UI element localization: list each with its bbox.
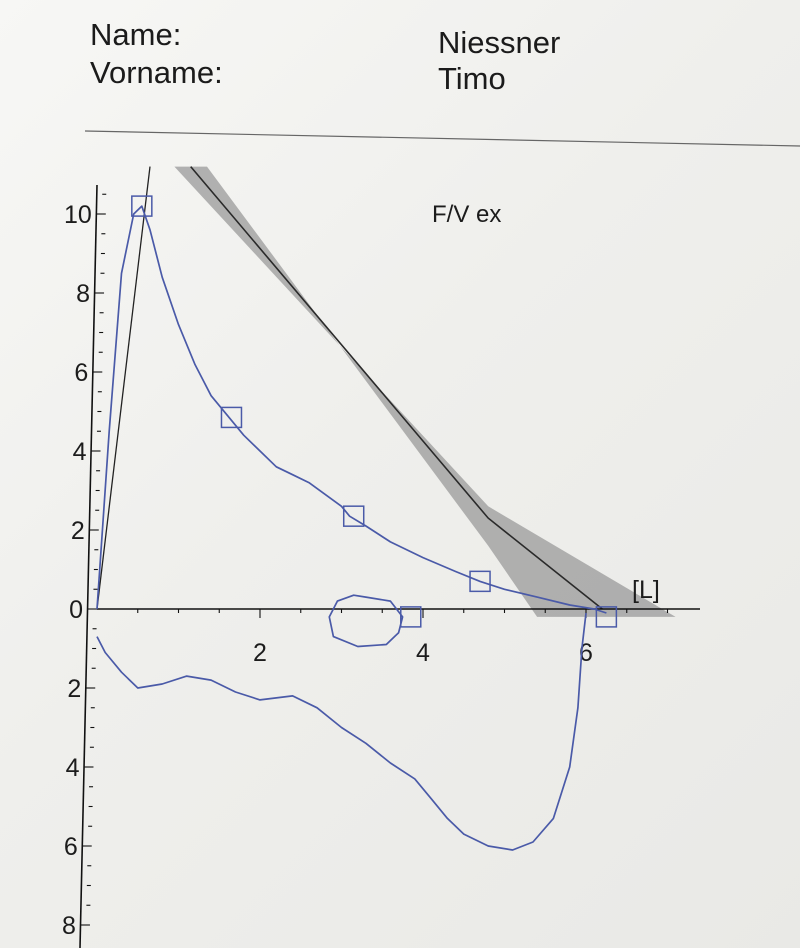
data-marker (220, 406, 243, 429)
y-tick-label: 4 (73, 438, 87, 466)
vorname-label: Vorname: (90, 55, 223, 90)
x-tick-label: 2 (253, 639, 267, 667)
inspiratory-curve (96, 612, 587, 851)
vorname-value: Timo (438, 61, 506, 96)
y-tick-label: 6 (64, 833, 78, 861)
y-tick-label: 8 (76, 280, 90, 308)
header-divider (84, 130, 800, 147)
y-tick-label: 4 (66, 754, 80, 782)
y-tick-label: 2 (71, 517, 85, 545)
name-value: Niessner (438, 25, 561, 60)
y-tick-label: 6 (74, 359, 88, 387)
expiratory-curve (96, 205, 607, 614)
data-marker (131, 195, 153, 217)
chart-title: F/V ex (432, 201, 501, 228)
unit-label: [L] (632, 576, 660, 604)
data-marker (400, 606, 422, 628)
y-tick-label: 8 (62, 912, 76, 940)
slope-line (96, 166, 151, 610)
data-marker (595, 606, 618, 628)
predicted-line (190, 166, 603, 610)
y-axis (79, 184, 98, 948)
y-tick-label: 10 (64, 201, 92, 229)
name-label: Name: (90, 17, 182, 52)
x-tick-label: 4 (416, 639, 430, 667)
loop-curve (328, 594, 404, 648)
y-tick-label: 2 (67, 675, 81, 703)
y-tick-label: 0 (69, 596, 83, 624)
data-marker (469, 570, 491, 593)
predicted-band (174, 166, 676, 617)
data-marker (342, 505, 365, 527)
